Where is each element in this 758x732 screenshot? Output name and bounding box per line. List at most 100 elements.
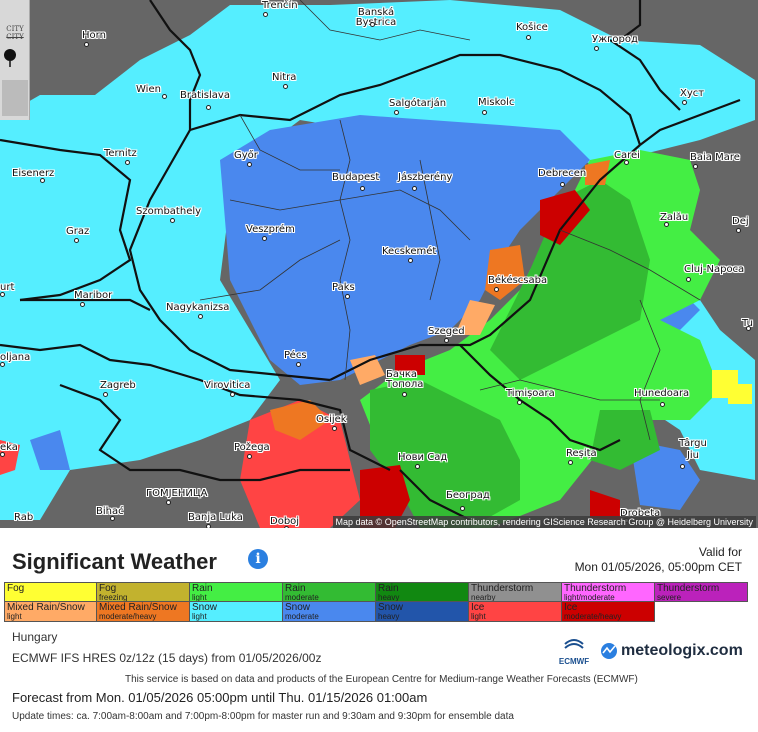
city-marker [103,392,108,397]
legend-item-intensity: moderate/heavy [564,612,622,621]
info-icon[interactable]: i [248,549,268,569]
city-marker [345,294,350,299]
city-marker [686,277,691,282]
legend-item-name: Thunderstorm [657,583,720,594]
city-label: Trenčín [262,0,298,11]
city-label: Košice [516,22,548,33]
city-label: Târgu Jiu [679,438,707,461]
map-controls: CITY CITY [0,0,30,120]
legend-item-name: Snow [192,602,218,613]
map-attribution[interactable]: Map data © OpenStreetMap contributors, r… [332,516,756,528]
city-label: Jászberény [398,172,453,183]
valid-for-label: Valid for [698,545,742,559]
location-pin-icon [4,49,16,67]
valid-time: Mon 01/05/2026, 05:00pm CET [574,560,742,574]
weather-map[interactable]: Trenčín Banská Bystrica Košice Horn Ужгород N… [0,0,758,528]
legend-item: Ice moderate/heavy [562,602,655,622]
city-label: Debrecen [538,168,587,179]
city-marker [517,400,522,405]
legend-item: Fog freezing [97,582,190,602]
city-marker [444,338,449,343]
legend-item-intensity: heavy [378,612,400,621]
legend-item: Mixed Rain/Snow moderate/heavy [97,602,190,622]
city-marker [170,218,175,223]
city-marker [74,238,79,243]
city-marker [296,362,301,367]
city-label: Ужгород [592,34,638,45]
city-label: Salgótarján [389,98,447,109]
legend-item-name: Rain [378,583,399,594]
city-label: Wien [136,84,161,95]
legend-item-intensity: light [471,612,486,621]
legend-item-intensity: freezing [99,593,128,602]
city-marker [125,160,130,165]
legend-item-intensity: light [7,612,22,621]
country-borders [0,0,741,521]
ecmwf-logo[interactable]: ECMWF [556,636,592,668]
city-label: Békéscsaba [488,275,548,286]
legend-item-intensity: light/moderate [564,593,615,602]
city-toggle-button[interactable]: CITY CITY [2,20,28,46]
mixed-area [270,160,610,440]
city-label: Београд [446,490,490,501]
legend: Fog Fog freezing Rain light Rain moderate Rain h… [4,582,748,622]
city-marker [693,164,698,169]
city-label: Požega [234,442,270,453]
legend-item-name: Mixed Rain/Snow [99,602,177,613]
city-label: Graz [66,226,90,237]
map-control-panel[interactable] [2,80,28,116]
legend-item-intensity: light [192,593,207,602]
legend-item-intensity: severe [657,593,682,602]
city-label: Нови Сад [398,452,448,463]
legend-item-name: Mixed Rain/Snow [7,602,85,613]
city-marker [206,524,211,528]
legend-item: Snow light [190,602,283,622]
ecmwf-note: This service is based on data and produc… [125,674,638,685]
city-label: Szeged [428,326,465,337]
legend-item: Snow moderate [283,602,376,622]
fog-area [712,370,752,404]
city-label: Baia Mare [690,152,740,163]
city-marker [494,287,499,292]
city-label: Carei [614,150,640,161]
meteologix-logo[interactable]: meteologix.com [600,640,743,662]
city-marker [402,392,407,397]
city-marker [284,526,289,528]
meteologix-logo-text: meteologix.com [621,642,743,659]
ice-heavy-area [360,190,620,528]
legend-item-name: Rain [192,583,213,594]
legend-item-name: Snow [378,602,404,613]
city-marker [206,105,211,110]
legend-item: Thunderstorm light/moderate [562,582,655,602]
city-marker [660,402,665,407]
region-label: Hungary [12,630,58,644]
city-label: oljana [0,352,31,363]
city-marker [166,500,171,505]
legend-item-intensity: nearby [471,593,496,602]
city-marker [594,46,599,51]
city-label: Bihać [96,506,124,517]
city-label: Veszprém [246,224,295,235]
legend-item-intensity: moderate [285,593,319,602]
location-pin-button[interactable] [2,48,28,74]
legend-item: Thunderstorm nearby [469,582,562,602]
city-marker [0,292,5,297]
city-marker [247,162,252,167]
city-marker [370,22,375,27]
city-label: Banská Bystrica [355,7,397,28]
legend-item: Fog [4,582,97,602]
city-label: Drobeta [620,508,661,519]
legend-item: Rain moderate [283,582,376,602]
city-label: eka [0,442,18,453]
city-label: Zalău [660,212,689,223]
city-marker [263,12,268,17]
legend-item-name: Ice [471,602,485,613]
legend-row: Mixed Rain/Snow light Mixed Rain/Snow moder… [4,602,748,622]
city-label: Cluj-Napoca [684,264,745,275]
legend-item-name: Rain [285,583,306,594]
city-toggle-label-bottom: CITY [6,33,24,41]
city-marker [332,426,337,431]
city-marker [110,516,115,521]
city-marker [682,100,687,105]
city-label: Zagreb [100,380,136,391]
